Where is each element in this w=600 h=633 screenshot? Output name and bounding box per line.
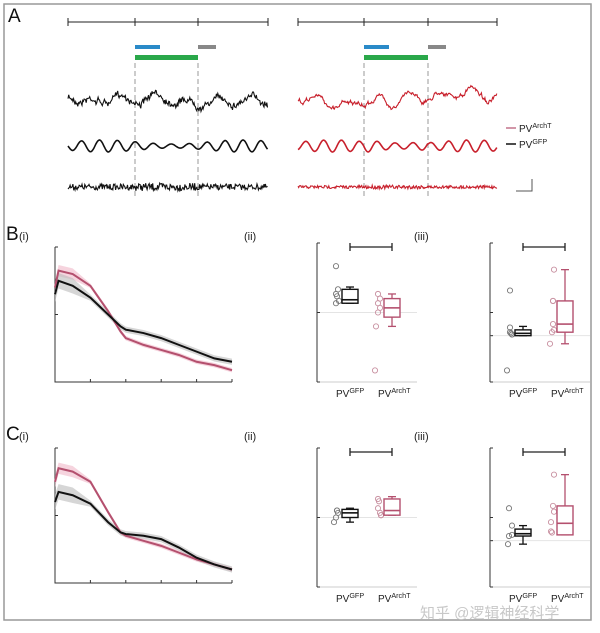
data-point [548, 529, 556, 536]
category-label-sup: ArchT [391, 591, 411, 600]
data-point [547, 528, 555, 535]
data-point [332, 263, 340, 270]
category-label-base: PV [509, 389, 523, 400]
data-point [506, 324, 514, 331]
category-label: PVGFP [336, 591, 364, 605]
data-point [508, 522, 516, 529]
data-point [375, 498, 383, 505]
category-label: PVGFP [509, 386, 537, 400]
panel-b-sub-iii: (iii) [414, 231, 429, 243]
data-point [550, 266, 558, 273]
trace-gfp-35-85hz [67, 181, 268, 193]
panel-c-sub-ii: (ii) [244, 431, 256, 443]
panel-label-a: A [8, 6, 21, 27]
psd-line-pv-gfp [54, 279, 233, 363]
category-label-sup: ArchT [391, 386, 411, 395]
watermark: 知乎 @逻辑神经科学 [420, 605, 559, 622]
category-label-base: PV [378, 594, 392, 605]
trace-gfp-unfiltered [67, 89, 269, 114]
category-label: PVArchT [551, 591, 584, 605]
category-label: PVGFP [336, 386, 364, 400]
category-label-base: PV [378, 389, 392, 400]
comparison-bracket [522, 243, 566, 251]
data-point [550, 471, 558, 478]
category-label-sup: GFP [522, 591, 537, 600]
data-point [547, 519, 555, 526]
us-bar [198, 45, 216, 49]
panel-c-sub-iii: (iii) [414, 431, 429, 443]
data-point [505, 532, 513, 540]
data-point [549, 297, 557, 304]
trace-archt-5-12hz [297, 139, 498, 153]
category-label-base: PV [551, 594, 565, 605]
category-label: PVArchT [378, 591, 411, 605]
box [556, 300, 574, 333]
us-bar [428, 45, 446, 49]
legend-label-gfp-sup: GFP [532, 137, 547, 146]
panel-label-b: B [6, 224, 19, 245]
category-label-sup: GFP [522, 386, 537, 395]
box [383, 498, 401, 516]
psd-line-pv-archt [54, 467, 233, 571]
psd-line-pv-archt [54, 269, 233, 372]
figure-frame [3, 3, 592, 621]
trace-gfp-5-12hz [67, 139, 269, 153]
scale-bar [516, 179, 533, 192]
sem-band-pv-gfp [55, 273, 232, 365]
data-point [371, 367, 379, 374]
category-label-sup: GFP [349, 591, 364, 600]
category-label-base: PV [336, 389, 350, 400]
data-point [548, 329, 556, 336]
psd-line-pv-gfp [54, 490, 233, 571]
data-point [374, 309, 382, 316]
panel-b-sub-ii: (ii) [244, 231, 256, 243]
comparison-bracket [522, 448, 566, 456]
box [341, 288, 359, 304]
category-label: PVArchT [551, 386, 584, 400]
trace-archt-35-85hz [297, 183, 498, 191]
panel-label-c: C [6, 424, 20, 445]
category-label: PVArchT [378, 386, 411, 400]
category-label: PVGFP [509, 591, 537, 605]
sem-band-pv-archt [55, 462, 232, 572]
cs-bar [135, 45, 160, 49]
box [556, 505, 574, 536]
data-point [503, 367, 511, 374]
category-label-base: PV [551, 389, 565, 400]
sem-band-pv-archt [55, 265, 232, 373]
data-point [549, 502, 557, 509]
trace-archt-unfiltered [297, 84, 498, 111]
legend-label-archt: PVArchT [519, 121, 552, 135]
data-point [332, 300, 340, 307]
box [514, 528, 532, 537]
comparison-bracket [349, 243, 393, 251]
laser-bar [364, 55, 428, 60]
category-label-sup: GFP [349, 386, 364, 395]
cs-bar [364, 45, 389, 49]
data-point [549, 321, 557, 328]
comparison-bracket [349, 448, 393, 456]
data-point [372, 323, 380, 330]
data-point [546, 340, 554, 347]
legend-label-archt-base: PV [519, 124, 533, 135]
category-label-sup: ArchT [564, 386, 584, 395]
data-point [505, 505, 513, 512]
data-point [506, 287, 514, 294]
panel-b-sub-i: (i) [19, 231, 29, 243]
category-label-base: PV [336, 594, 350, 605]
category-label-base: PV [509, 594, 523, 605]
data-point [507, 330, 515, 337]
laser-bar [135, 55, 198, 60]
panel-c-sub-i: (i) [19, 431, 29, 443]
category-label-sup: ArchT [564, 591, 584, 600]
data-point [330, 519, 338, 526]
legend-label-gfp: PVGFP [519, 137, 547, 151]
data-point [504, 541, 512, 548]
legend-label-archt-sup: ArchT [532, 121, 552, 130]
sem-band-pv-gfp [55, 484, 232, 573]
legend-label-gfp-base: PV [519, 140, 533, 151]
